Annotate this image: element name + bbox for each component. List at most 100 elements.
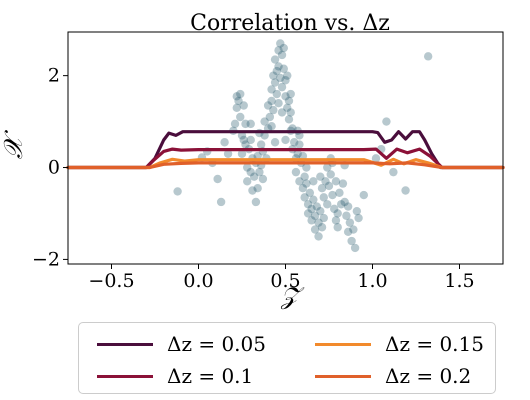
scatter-point-91 xyxy=(314,218,323,227)
scatter-point-17 xyxy=(239,101,248,110)
scatter-point-131 xyxy=(239,135,248,145)
legend-label-3: Δz = 0.2 xyxy=(385,364,472,388)
scatter-point-141 xyxy=(316,172,325,181)
scatter-point-63 xyxy=(284,96,294,106)
scatter-point-61 xyxy=(283,71,292,80)
x-tick-label-1: 0.0 xyxy=(183,270,213,292)
scatter-point-143 xyxy=(331,177,341,186)
scatter-point-113 xyxy=(340,197,349,207)
y-tick-label-2: 2 xyxy=(48,65,60,87)
scatter-points xyxy=(173,39,433,253)
scatter-point-21 xyxy=(243,177,252,186)
scatter-point-134 xyxy=(302,163,311,172)
scatter-point-65 xyxy=(286,108,295,117)
scatter-point-95 xyxy=(317,183,327,193)
series-line-2 xyxy=(66,157,505,170)
scatter-point-115 xyxy=(343,202,353,211)
scatter-point-13 xyxy=(236,89,245,99)
scatter-point-74 xyxy=(295,140,304,149)
scatter-point-29 xyxy=(251,197,261,207)
scatter-point-107 xyxy=(331,216,341,225)
legend-entry-0: Δz = 0.05 xyxy=(97,329,266,359)
scatter-point-129 xyxy=(423,52,433,61)
scatter-point-11 xyxy=(232,92,241,101)
scatter-point-55 xyxy=(277,50,287,60)
scatter-point-60 xyxy=(281,92,290,101)
scatter-point-138 xyxy=(274,99,283,108)
scatter-point-118 xyxy=(347,236,356,246)
x-axis-label: 𝒵 xyxy=(280,282,305,310)
scatter-point-0 xyxy=(173,187,182,196)
scatter-point-101 xyxy=(324,181,334,191)
scatter-point-122 xyxy=(354,213,363,223)
scatter-point-103 xyxy=(326,170,335,179)
scatter-point-49 xyxy=(272,66,281,76)
scatter-point-121 xyxy=(352,206,362,216)
scatter-point-6 xyxy=(220,138,229,147)
scatter-point-27 xyxy=(249,172,259,181)
scatter-point-86 xyxy=(307,216,316,225)
scatter-point-73 xyxy=(293,149,302,158)
scatter-point-56 xyxy=(277,82,287,92)
scatter-point-75 xyxy=(295,177,304,186)
scatter-point-94 xyxy=(317,223,327,232)
scatter-point-80 xyxy=(300,172,309,181)
scatter-point-93 xyxy=(316,206,325,216)
scatter-point-90 xyxy=(312,202,322,211)
scatter-point-119 xyxy=(349,225,358,234)
scatter-point-106 xyxy=(330,204,339,214)
scatter-point-20 xyxy=(243,163,252,172)
scatter-point-59 xyxy=(281,76,290,85)
scatter-point-109 xyxy=(333,223,342,232)
scatter-point-139 xyxy=(267,121,276,131)
x-tick-label-2: 0.5 xyxy=(270,270,300,292)
scatter-point-19 xyxy=(241,140,250,149)
scatter-point-53 xyxy=(276,39,285,48)
legend-label-0: Δz = 0.05 xyxy=(167,332,266,356)
scatter-point-77 xyxy=(298,183,308,193)
chart-canvas: Correlation vs. Δz −0.5 0.0 0.5 1.0 1.5−202 … xyxy=(0,11,505,310)
scatter-point-35 xyxy=(258,174,268,184)
scatter-point-50 xyxy=(272,89,281,99)
scatter-point-18 xyxy=(241,119,250,129)
scatter-point-47 xyxy=(270,78,280,87)
scatter-point-12 xyxy=(234,96,243,106)
scatter-point-46 xyxy=(269,105,278,115)
axes: −0.5 0.0 0.5 1.0 1.5 −2 0 2 xyxy=(32,31,504,292)
scatter-point-142 xyxy=(309,177,318,186)
scatter-point-32 xyxy=(255,167,264,177)
scatter-point-87 xyxy=(309,195,318,204)
scatter-point-137 xyxy=(286,89,295,99)
legend-label-1: Δz = 0.1 xyxy=(167,364,254,388)
scatter-point-116 xyxy=(343,227,353,237)
legend-swatch-1 xyxy=(97,374,153,378)
series-lines xyxy=(66,130,505,170)
scatter-point-81 xyxy=(302,179,311,188)
scatter-point-79 xyxy=(300,193,309,202)
scatter-point-110 xyxy=(335,188,344,197)
scatter-point-99 xyxy=(323,200,332,209)
scatter-point-133 xyxy=(281,135,290,145)
scatter-point-92 xyxy=(314,232,323,241)
scatter-point-126 xyxy=(382,117,391,126)
series-line-0 xyxy=(66,130,505,170)
scatter-point-42 xyxy=(265,112,275,122)
scatter-point-128 xyxy=(401,186,410,195)
scatter-point-124 xyxy=(371,154,381,163)
scatter-point-85 xyxy=(307,204,316,214)
chart-legend: Δz = 0.05 Δz = 0.1 Δz = 0.15 Δz = 0.2 xyxy=(78,322,496,394)
scatter-point-71 xyxy=(291,167,301,177)
scatter-point-24 xyxy=(246,135,255,145)
scatter-point-84 xyxy=(305,188,315,197)
x-tick-label-3: 1.0 xyxy=(357,270,387,292)
scatter-point-14 xyxy=(236,112,245,122)
scatter-point-108 xyxy=(333,209,342,218)
scatter-point-5 xyxy=(216,197,226,207)
legend-swatch-2 xyxy=(315,342,371,346)
scatter-point-120 xyxy=(350,243,360,253)
scatter-point-23 xyxy=(246,167,255,177)
y-tick-label-0: −2 xyxy=(32,248,60,270)
scatter-point-48 xyxy=(270,55,280,64)
scatter-point-44 xyxy=(267,96,276,106)
scatter-point-130 xyxy=(246,119,255,129)
